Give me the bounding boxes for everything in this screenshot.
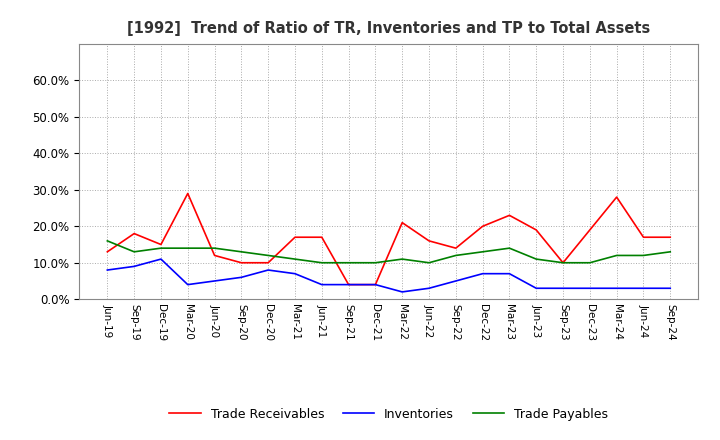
Inventories — [237, 275, 246, 280]
Trade Receivables — [532, 227, 541, 233]
Trade Payables — [505, 246, 514, 251]
Inventories — [210, 279, 219, 284]
Inventories — [318, 282, 326, 287]
Trade Payables — [639, 253, 648, 258]
Trade Receivables — [264, 260, 272, 265]
Inventories — [264, 268, 272, 273]
Inventories — [612, 286, 621, 291]
Trade Receivables — [585, 227, 594, 233]
Trade Receivables — [291, 235, 300, 240]
Trade Payables — [478, 249, 487, 254]
Inventories — [425, 286, 433, 291]
Inventories — [371, 282, 379, 287]
Trade Payables — [451, 253, 460, 258]
Trade Receivables — [612, 194, 621, 200]
Trade Payables — [612, 253, 621, 258]
Trade Payables — [291, 257, 300, 262]
Inventories — [344, 282, 353, 287]
Inventories — [666, 286, 675, 291]
Line: Trade Payables: Trade Payables — [107, 241, 670, 263]
Inventories — [451, 279, 460, 284]
Inventories — [398, 289, 407, 294]
Line: Inventories: Inventories — [107, 259, 670, 292]
Trade Payables — [103, 238, 112, 243]
Inventories — [157, 257, 166, 262]
Inventories — [130, 264, 138, 269]
Inventories — [291, 271, 300, 276]
Title: [1992]  Trend of Ratio of TR, Inventories and TP to Total Assets: [1992] Trend of Ratio of TR, Inventories… — [127, 21, 650, 36]
Trade Payables — [371, 260, 379, 265]
Legend: Trade Receivables, Inventories, Trade Payables: Trade Receivables, Inventories, Trade Pa… — [164, 403, 613, 425]
Trade Receivables — [157, 242, 166, 247]
Trade Receivables — [505, 213, 514, 218]
Line: Trade Receivables: Trade Receivables — [107, 194, 670, 285]
Trade Payables — [264, 253, 272, 258]
Inventories — [103, 268, 112, 273]
Trade Payables — [130, 249, 138, 254]
Trade Receivables — [130, 231, 138, 236]
Trade Receivables — [344, 282, 353, 287]
Trade Receivables — [210, 253, 219, 258]
Inventories — [639, 286, 648, 291]
Trade Payables — [184, 246, 192, 251]
Trade Payables — [210, 246, 219, 251]
Trade Payables — [532, 257, 541, 262]
Trade Payables — [425, 260, 433, 265]
Trade Receivables — [666, 235, 675, 240]
Trade Receivables — [639, 235, 648, 240]
Trade Payables — [559, 260, 567, 265]
Trade Payables — [666, 249, 675, 254]
Trade Payables — [318, 260, 326, 265]
Trade Receivables — [103, 249, 112, 254]
Trade Receivables — [451, 246, 460, 251]
Inventories — [184, 282, 192, 287]
Trade Payables — [585, 260, 594, 265]
Trade Payables — [237, 249, 246, 254]
Trade Payables — [344, 260, 353, 265]
Inventories — [532, 286, 541, 291]
Trade Receivables — [371, 282, 379, 287]
Trade Payables — [157, 246, 166, 251]
Inventories — [478, 271, 487, 276]
Trade Receivables — [398, 220, 407, 225]
Trade Receivables — [478, 224, 487, 229]
Trade Payables — [398, 257, 407, 262]
Trade Receivables — [318, 235, 326, 240]
Inventories — [585, 286, 594, 291]
Trade Receivables — [237, 260, 246, 265]
Inventories — [505, 271, 514, 276]
Trade Receivables — [184, 191, 192, 196]
Inventories — [559, 286, 567, 291]
Trade Receivables — [425, 238, 433, 243]
Trade Receivables — [559, 260, 567, 265]
